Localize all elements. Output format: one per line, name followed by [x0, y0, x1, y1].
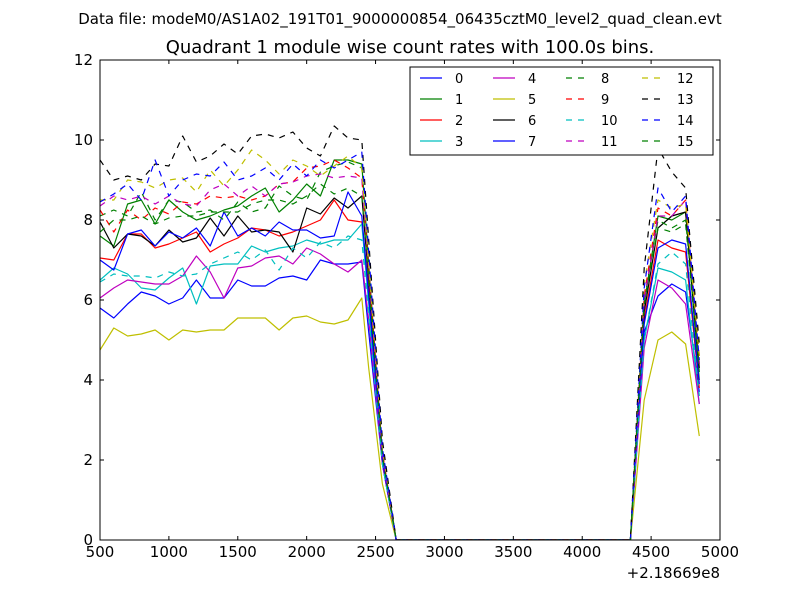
legend-label: 15: [677, 135, 694, 150]
legend-label: 8: [601, 72, 609, 87]
legend-label: 5: [528, 93, 536, 108]
legend-label: 2: [455, 114, 463, 129]
legend-item-9: 9: [566, 93, 609, 108]
legend-item-12: 12: [642, 72, 694, 87]
x-tick-label: 5000: [701, 543, 739, 561]
series-line-5: [100, 297, 700, 540]
legend-label: 4: [528, 72, 536, 87]
legend-item-5: 5: [493, 93, 536, 108]
x-tick-label: 3500: [494, 543, 532, 561]
y-tick-label: 2: [83, 451, 93, 469]
y-tick-label: 6: [83, 291, 93, 309]
series-line-7: [100, 191, 700, 540]
legend-item-15: 15: [642, 135, 694, 150]
series-line-15: [100, 183, 700, 540]
x-tick-label: 1000: [150, 543, 188, 561]
series-line-12: [100, 149, 700, 540]
legend-item-13: 13: [642, 93, 694, 108]
legend-item-7: 7: [493, 135, 536, 150]
legend-label: 1: [455, 93, 463, 108]
legend-label: 0: [455, 72, 463, 87]
legend-item-0: 0: [420, 72, 463, 87]
legend-item-8: 8: [566, 72, 609, 87]
legend-label: 10: [601, 114, 618, 129]
x-tick-label: 500: [86, 543, 115, 561]
axis-ticks: 500 1000 1500 2000 2500 3000 3500 4000 4500 5000 0…: [74, 51, 739, 561]
series-line-4: [100, 247, 700, 540]
legend-item-3: 3: [420, 135, 463, 150]
series-line-2: [100, 199, 700, 540]
x-tick-label: 3000: [425, 543, 463, 561]
legend-item-1: 1: [420, 93, 463, 108]
series-line-1: [100, 159, 700, 540]
y-tick-label: 12: [74, 51, 93, 69]
legend-label: 3: [455, 135, 463, 150]
legend-label: 13: [677, 93, 694, 108]
legend-label: 11: [601, 135, 618, 150]
y-tick-label: 0: [83, 531, 93, 549]
legend-label: 14: [677, 114, 694, 129]
legend-label: 12: [677, 72, 694, 87]
legend-item-11: 11: [566, 135, 618, 150]
legend-item-14: 14: [642, 114, 694, 129]
y-tick-label: 8: [83, 211, 93, 229]
plot-area: [100, 125, 700, 540]
x-tick-label: 2500: [356, 543, 394, 561]
chart-title: Quadrant 1 module wise count rates with …: [166, 37, 655, 58]
legend-item-4: 4: [493, 72, 536, 87]
x-tick-label: 4500: [632, 543, 670, 561]
x-tick-label: 4000: [563, 543, 601, 561]
legend-item-6: 6: [493, 114, 536, 129]
series-line-0: [100, 259, 700, 540]
legend-box: [409, 66, 714, 156]
legend-label: 7: [528, 135, 536, 150]
y-tick-label: 10: [74, 131, 93, 149]
series-line-6: [100, 195, 700, 540]
series-line-3: [100, 223, 700, 540]
x-tick-label: 1500: [219, 543, 257, 561]
series-line-8: [100, 161, 700, 540]
legend-label: 6: [528, 114, 536, 129]
x-tick-label: 2000: [288, 543, 326, 561]
x-axis-offset-label: +2.18669e8: [627, 564, 720, 582]
y-tick-label: 4: [83, 371, 93, 389]
legend-item-2: 2: [420, 114, 463, 129]
data-file-title: Data file: modeM0/AS1A02_191T01_90000008…: [78, 10, 722, 29]
legend-label: 9: [601, 93, 609, 108]
legend-item-10: 10: [566, 114, 618, 129]
